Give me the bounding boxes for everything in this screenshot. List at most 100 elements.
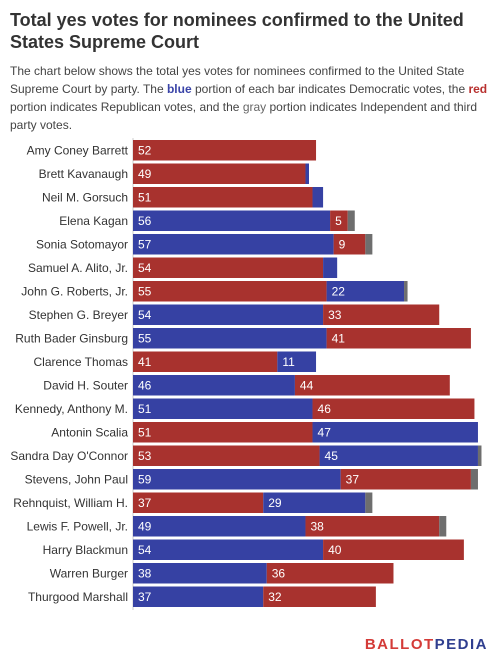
bar-segment-republican [326, 328, 471, 349]
desc-keyword-red: red [468, 82, 488, 96]
desc-keyword-blue: blue [166, 82, 192, 96]
bar-data-label: 33 [328, 308, 342, 322]
bar-segment-democratic [133, 328, 327, 349]
bar-segment-republican [305, 516, 440, 537]
bar-data-label: 41 [138, 355, 152, 369]
bar-row: John G. Roberts, Jr. 55 22 [21, 281, 408, 302]
bar-row: Clarence Thomas 41 11 [34, 351, 317, 372]
bar-segment-democratic [133, 398, 313, 419]
category-tick-label: Sandra Day O'Connor [10, 449, 128, 463]
desc-part-1: The chart below shows the total yes vote… [10, 64, 465, 96]
bar-data-label: 5 [335, 214, 342, 228]
bar-data-label: 37 [138, 590, 152, 604]
bar-row: Ruth Bader Ginsburg 55 41 [15, 328, 471, 349]
bar-segment-other [404, 281, 408, 302]
bar-data-label: 38 [138, 566, 152, 580]
bar-row: Sandra Day O'Connor 53 45 [10, 445, 482, 466]
bar-segment-democratic [133, 539, 324, 560]
bar-data-label: 47 [318, 425, 332, 439]
bar-segment-republican [133, 422, 313, 443]
bar-segment-democratic [133, 516, 306, 537]
bar-segment-republican [266, 563, 394, 584]
bar-data-label: 37 [346, 472, 360, 486]
bar-segment-democratic [312, 422, 478, 443]
desc-keyword-gray: gray [242, 100, 267, 114]
category-tick-label: Antonin Scalia [51, 425, 128, 439]
category-tick-label: Harry Blackmun [43, 543, 128, 557]
bar-data-label: 49 [138, 167, 152, 181]
bar-segment-republican [133, 351, 278, 372]
bar-segment-democratic [133, 375, 295, 396]
category-tick-label: Lewis F. Powell, Jr. [27, 519, 128, 533]
bar-segment-republican [263, 586, 376, 607]
bar-data-label: 51 [138, 402, 152, 416]
bar-data-label: 9 [339, 237, 346, 251]
bar-row: David H. Souter 46 44 [43, 375, 450, 396]
category-tick-label: Warren Burger [50, 566, 128, 580]
category-tick-label: Stephen G. Breyer [29, 308, 128, 322]
bar-data-label: 29 [268, 496, 282, 510]
bar-data-label: 22 [332, 284, 346, 298]
bar-data-label: 57 [138, 237, 152, 251]
bar-segment-republican [323, 304, 440, 325]
bar-row: Thurgood Marshall 37 32 [28, 586, 376, 607]
bar-data-label: 49 [138, 519, 152, 533]
bar-data-label: 54 [138, 261, 152, 275]
bar-chart: Amy Coney Barrett 52 Brett Kavanaugh 49 Neil… [10, 138, 482, 610]
category-tick-label: Thurgood Marshall [28, 590, 128, 604]
bar-row: Warren Burger 38 36 [50, 563, 394, 584]
bar-segment-democratic [133, 469, 341, 490]
chart-description: The chart below shows the total yes vote… [10, 62, 490, 134]
bar-row: Rehnquist, William H. 37 29 [13, 492, 373, 513]
bar-segment-democratic [133, 586, 264, 607]
bar-segment-republican [133, 257, 324, 278]
desc-part-3: portion indicates Republican votes, and … [10, 100, 243, 114]
bar-data-label: 46 [138, 378, 152, 392]
bar-data-label: 37 [138, 496, 152, 510]
bar-row: Antonin Scalia 51 47 [51, 422, 478, 443]
category-tick-label: Rehnquist, William H. [13, 496, 128, 510]
bar-segment-republican [294, 375, 450, 396]
bar-data-label: 40 [328, 543, 342, 557]
category-tick-label: John G. Roberts, Jr. [21, 284, 128, 298]
bar-segment-republican [333, 234, 366, 255]
bar-row: Elena Kagan 56 5 [59, 210, 355, 231]
category-tick-label: Ruth Bader Ginsburg [15, 331, 128, 345]
bar-data-label: 53 [138, 449, 152, 463]
bar-data-label: 46 [318, 402, 332, 416]
bar-data-label: 54 [138, 308, 152, 322]
bar-row: Kennedy, Anthony M. 51 46 [15, 398, 475, 419]
bar-segment-other [439, 516, 447, 537]
bar-segment-democratic [133, 563, 267, 584]
bar-data-label: 44 [300, 378, 314, 392]
category-tick-label: Amy Coney Barrett [27, 143, 129, 157]
desc-part-2: portion of each bar indicates Democratic… [191, 82, 469, 96]
bar-segment-republican [133, 281, 327, 302]
desc-part-4: portion indicates Independent and third … [10, 100, 477, 132]
chart-title: Total yes votes for nominees confirmed t… [10, 10, 464, 52]
category-tick-label: David H. Souter [43, 378, 128, 392]
logo-part-ballot: BALLOT [364, 636, 435, 653]
bar-data-label: 45 [325, 449, 339, 463]
bar-data-label: 56 [138, 214, 152, 228]
ballotpedia-logo: BALLOTPEDIA [365, 636, 488, 653]
bar-segment-other [365, 492, 373, 513]
bar-data-label: 32 [268, 590, 282, 604]
bar-segment-other [365, 234, 373, 255]
bar-data-label: 59 [138, 472, 152, 486]
category-tick-label: Clarence Thomas [34, 355, 129, 369]
bar-segment-republican [323, 539, 464, 560]
category-tick-label: Stevens, John Paul [25, 472, 128, 486]
category-tick-label: Neil M. Gorsuch [42, 190, 128, 204]
bar-data-label: 36 [272, 566, 286, 580]
bar-segment-republican [133, 163, 306, 184]
bar-segment-democratic [323, 257, 338, 278]
bar-segment-democratic [319, 445, 478, 466]
bar-segment-republican [133, 140, 317, 161]
category-tick-label: Samuel A. Alito, Jr. [28, 261, 128, 275]
category-tick-label: Sonia Sotomayor [36, 237, 128, 251]
bar-data-label: 41 [332, 331, 346, 345]
bar-data-label: 11 [282, 355, 295, 369]
bar-row: Neil M. Gorsuch 51 [42, 187, 324, 208]
category-tick-label: Elena Kagan [59, 214, 128, 228]
